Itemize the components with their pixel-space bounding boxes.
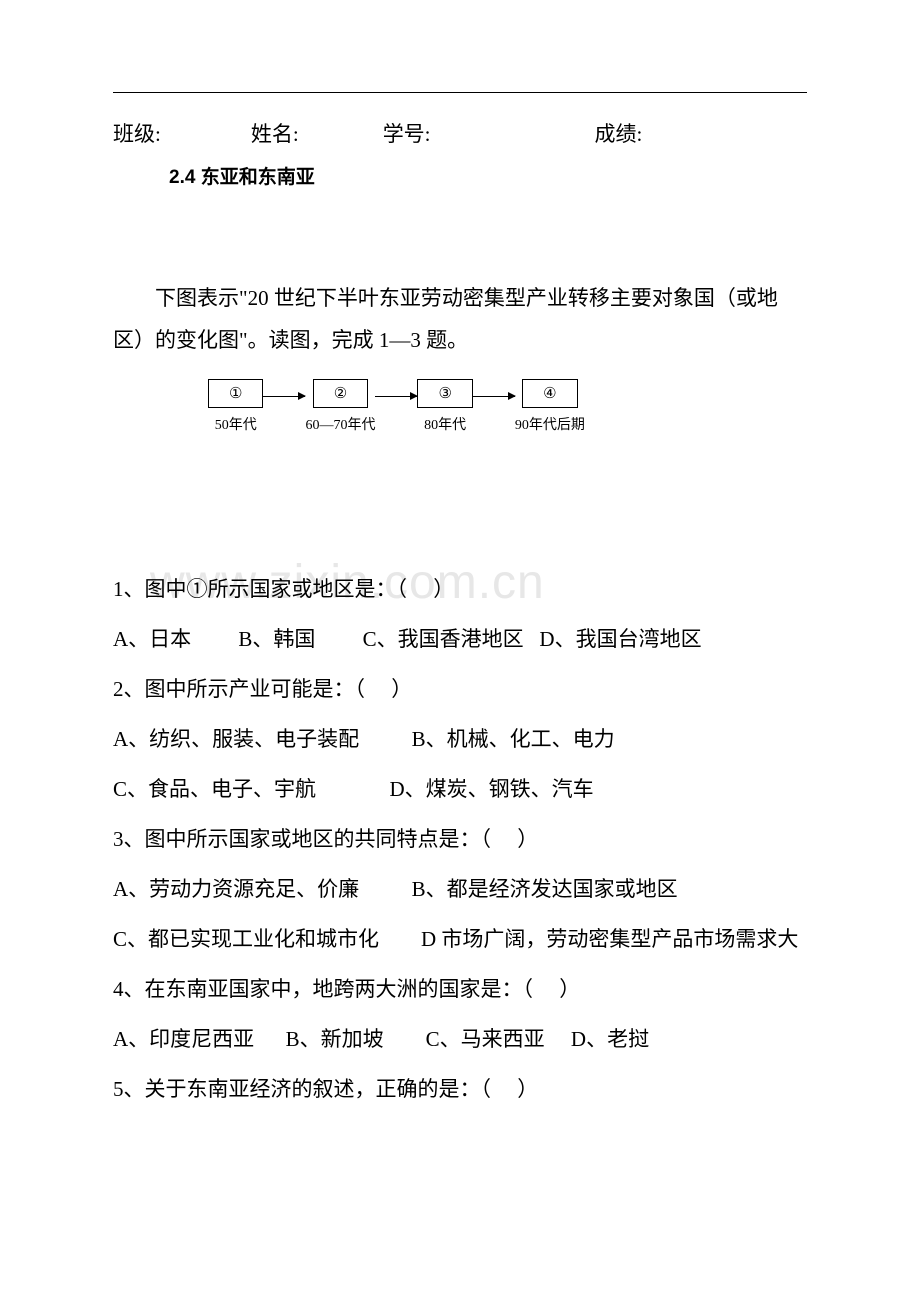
arrow-3 bbox=[473, 384, 515, 410]
q3-options-cd: C、都已实现工业化和城市化 D 市场广阔，劳动密集型产品市场需求大 bbox=[113, 914, 807, 964]
diagram-caption-3: 80年代 bbox=[424, 414, 466, 434]
diagram-caption-1: 50年代 bbox=[215, 414, 257, 434]
q1-options: A、日本 B、韩国 C、我国香港地区 D、我国台湾地区 bbox=[113, 614, 807, 664]
section-title: 2.4 东亚和东南亚 bbox=[169, 162, 807, 189]
q3-stem: 3、图中所示国家或地区的共同特点是：（ ） bbox=[113, 814, 807, 864]
student-info-line: 班级: 姓名: 学号: 成绩: bbox=[113, 118, 807, 148]
q5-stem: 5、关于东南亚经济的叙述，正确的是：（ ） bbox=[113, 1064, 807, 1114]
q1-stem: 1、图中①所示国家或地区是：（ ） bbox=[113, 564, 807, 614]
diagram-caption-2: 60—70年代 bbox=[305, 414, 375, 434]
q2-options-ab: A、纺织、服装、电子装配 B、机械、化工、电力 bbox=[113, 714, 807, 764]
arrow-2 bbox=[375, 384, 417, 410]
intro-text: 下图表示"20 世纪下半叶东亚劳动密集型产业转移主要对象国（或地区）的变化图"。… bbox=[113, 277, 807, 361]
diagram-box-2: ② bbox=[313, 379, 368, 408]
flow-diagram: ① 50年代 ② 60—70年代 ③ 80年代 ④ 90年代后期 bbox=[208, 379, 807, 434]
diagram-box-1: ① bbox=[208, 379, 263, 408]
diagram-box-4: ④ bbox=[522, 379, 577, 408]
diagram-node-2: ② 60—70年代 bbox=[305, 379, 375, 434]
q3-options-ab: A、劳动力资源充足、价廉 B、都是经济发达国家或地区 bbox=[113, 864, 807, 914]
q4-stem: 4、在东南亚国家中，地跨两大洲的国家是：（ ） bbox=[113, 964, 807, 1014]
diagram-node-1: ① 50年代 bbox=[208, 379, 263, 434]
page-content: 班级: 姓名: 学号: 成绩: 2.4 东亚和东南亚 下图表示"20 世纪下半叶东亚劳… bbox=[113, 118, 807, 1114]
questions-block: 1、图中①所示国家或地区是：（ ） A、日本 B、韩国 C、我国香港地区 D、我… bbox=[113, 564, 807, 1114]
diagram-caption-4: 90年代后期 bbox=[515, 414, 585, 434]
score-label: 成绩: bbox=[595, 122, 643, 146]
q2-options-cd: C、食品、电子、宇航 D、煤炭、钢铁、汽车 bbox=[113, 764, 807, 814]
id-label: 学号: bbox=[383, 122, 431, 146]
diagram-node-4: ④ 90年代后期 bbox=[515, 379, 585, 434]
diagram-node-3: ③ 80年代 bbox=[417, 379, 472, 434]
top-divider bbox=[113, 92, 807, 93]
q4-options: A、印度尼西亚 B、新加坡 C、马来西亚 D、老挝 bbox=[113, 1014, 807, 1064]
name-label: 姓名: bbox=[251, 122, 299, 146]
arrow-1 bbox=[263, 384, 305, 410]
class-label: 班级: bbox=[113, 122, 161, 146]
q2-stem: 2、图中所示产业可能是：（ ） bbox=[113, 664, 807, 714]
diagram-box-3: ③ bbox=[417, 379, 472, 408]
